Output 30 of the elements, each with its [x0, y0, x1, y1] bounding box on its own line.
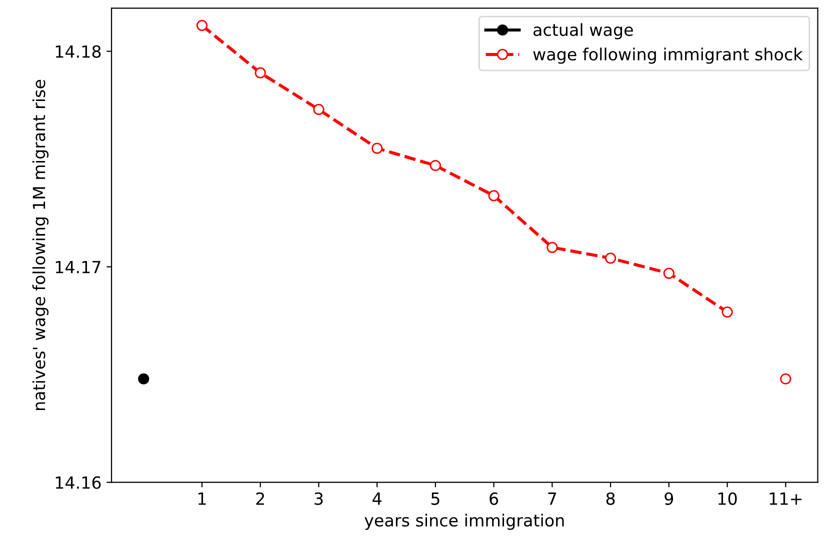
x-tick-label: 10 — [718, 492, 737, 505]
point — [372, 142, 383, 154]
point — [604, 252, 616, 264]
legend-label: actual wage — [534, 23, 633, 40]
point — [313, 104, 324, 116]
point — [780, 373, 792, 384]
x-tick-label: 7 — [548, 492, 556, 505]
point — [430, 160, 441, 172]
x-tick-label: 6 — [490, 492, 498, 505]
point — [196, 20, 208, 31]
x-tick-label: 2 — [256, 492, 264, 505]
legend-label: wage following immigrant shock — [533, 48, 803, 64]
y-tick-label: 14.18 — [56, 45, 101, 58]
point — [488, 190, 500, 202]
point — [254, 67, 266, 78]
point — [138, 373, 150, 384]
y-tick-label: 14.17 — [56, 260, 100, 274]
x-axis-title: years since immigration — [364, 514, 564, 530]
point — [546, 242, 558, 253]
x-tick-label: 8 — [606, 492, 615, 505]
point — [663, 268, 674, 279]
x-tick-label: 3 — [314, 492, 323, 505]
point — [722, 306, 733, 318]
x-tick-label: 5 — [431, 492, 440, 505]
y-tick-label: 14.16 — [56, 476, 101, 489]
x-tick-label: 1 — [198, 492, 206, 505]
x-tick-label: 11+ — [770, 492, 802, 505]
y-axis-title: natives' wage following 1M migrant rise — [32, 80, 49, 410]
x-tick-label: 4 — [372, 492, 382, 505]
x-tick-label: 9 — [664, 492, 674, 505]
